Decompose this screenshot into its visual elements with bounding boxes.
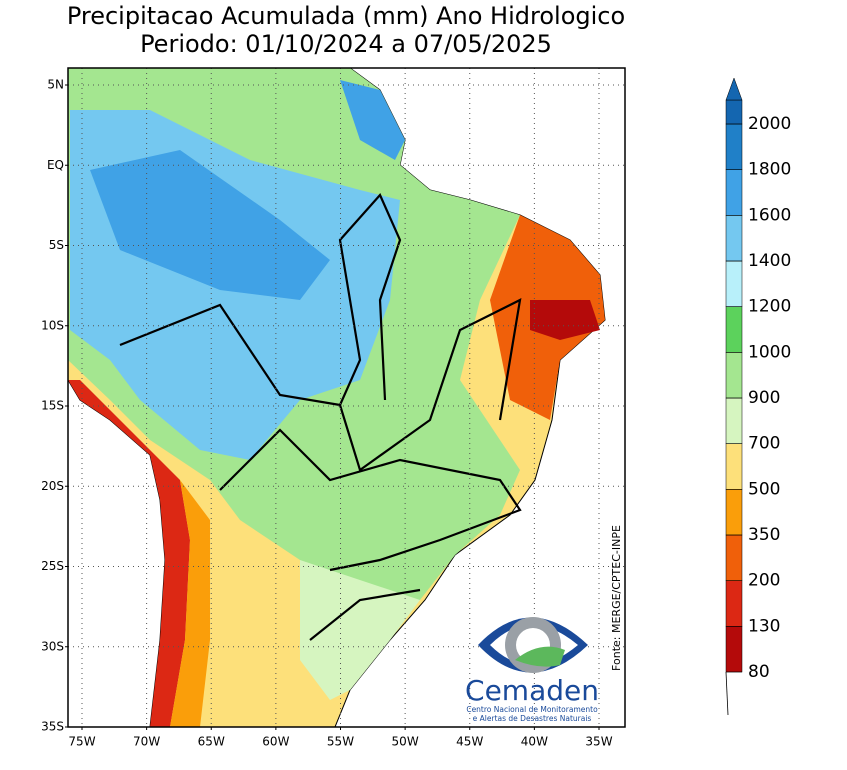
colorbar-label: 1000 [748, 342, 791, 362]
basin-borders [119, 192, 522, 641]
graticule: 5N EQ 5S 10S 15S 20S 25S 30S 35S 75W 70W 65W 60W 55W 5… [41, 68, 625, 749]
source: Fonte: MERGE/CPTEC-INPE [610, 525, 623, 671]
colorbar-label: 500 [748, 479, 780, 499]
lat-label: 5S [49, 238, 64, 252]
colorbar: 80 130 200 350 500 700 900 1000 1200 1400 1600 1800… [725, 77, 791, 716]
colorbar-label: 2000 [748, 114, 791, 134]
precipitation-field [68, 68, 625, 727]
lat-label: EQ [47, 158, 64, 172]
lon-label: 45W [456, 735, 483, 749]
lon-label: 40W [521, 735, 548, 749]
colorbar-bin [725, 489, 743, 536]
colorbar-label: 130 [748, 616, 780, 636]
colorbar-label: 900 [748, 388, 780, 408]
colorbar-label: 1400 [748, 251, 791, 271]
colorbar-bin [725, 169, 743, 216]
colorbar-label: 1600 [748, 205, 791, 225]
colorbar-bin [725, 260, 743, 307]
lat-label: 35S [41, 720, 64, 734]
lat-label: 5N [47, 78, 64, 92]
lat-label: 15S [41, 399, 64, 413]
colorbar-bin [725, 306, 743, 353]
lon-label: 75W [68, 735, 95, 749]
north-blue [340, 80, 405, 160]
colorbar-label: 80 [748, 662, 770, 682]
colorbar-bin [725, 352, 743, 399]
colorbar-label: 350 [748, 525, 780, 545]
lat-label: 10S [41, 318, 64, 332]
lat-label: 20S [41, 479, 64, 493]
title: Precipitacao Acumulada (mm) Ano Hidrolog… [67, 2, 625, 30]
lon-label: 65W [198, 735, 225, 749]
andes-red [68, 380, 190, 727]
colorbar-bin [725, 99, 743, 125]
colorbar-label: 700 [748, 434, 780, 454]
colorbar-bin [725, 215, 743, 262]
lon-label: 50W [392, 735, 419, 749]
colorbar-arrow [725, 77, 743, 101]
lat-label: 25S [41, 559, 64, 573]
colorbar-bin [725, 443, 743, 490]
andes-orange [170, 480, 210, 727]
lon-label: 55W [327, 735, 354, 749]
colorbar-label: 200 [748, 571, 780, 591]
logo: Cemaden Centro Nacional de Monitoramento… [465, 617, 599, 723]
colorbar-bin [725, 123, 743, 170]
lon-label: 70W [133, 735, 160, 749]
colorbar-label: 1200 [748, 297, 791, 317]
map-frame [67, 67, 626, 728]
colorbar-bin [725, 626, 743, 673]
lon-label: 35W [585, 735, 612, 749]
amazon-dark [90, 150, 330, 300]
logo-subtitle: Centro Nacional de Monitoramento [466, 705, 598, 714]
colorbar-label: 1800 [748, 160, 791, 180]
colorbar-arrow [725, 671, 729, 716]
lat-label: 30S [41, 639, 64, 653]
colorbar-bin [725, 397, 743, 444]
colorbar-bin [725, 534, 743, 581]
logo-subtitle: e Alertas de Desastres Naturais [473, 714, 592, 723]
subtitle: Periodo: 01/10/2024 a 07/05/2025 [140, 30, 552, 58]
lon-label: 60W [262, 735, 289, 749]
colorbar-bin [725, 580, 743, 627]
northeast-red [530, 300, 600, 340]
logo-name: Cemaden [465, 674, 599, 707]
